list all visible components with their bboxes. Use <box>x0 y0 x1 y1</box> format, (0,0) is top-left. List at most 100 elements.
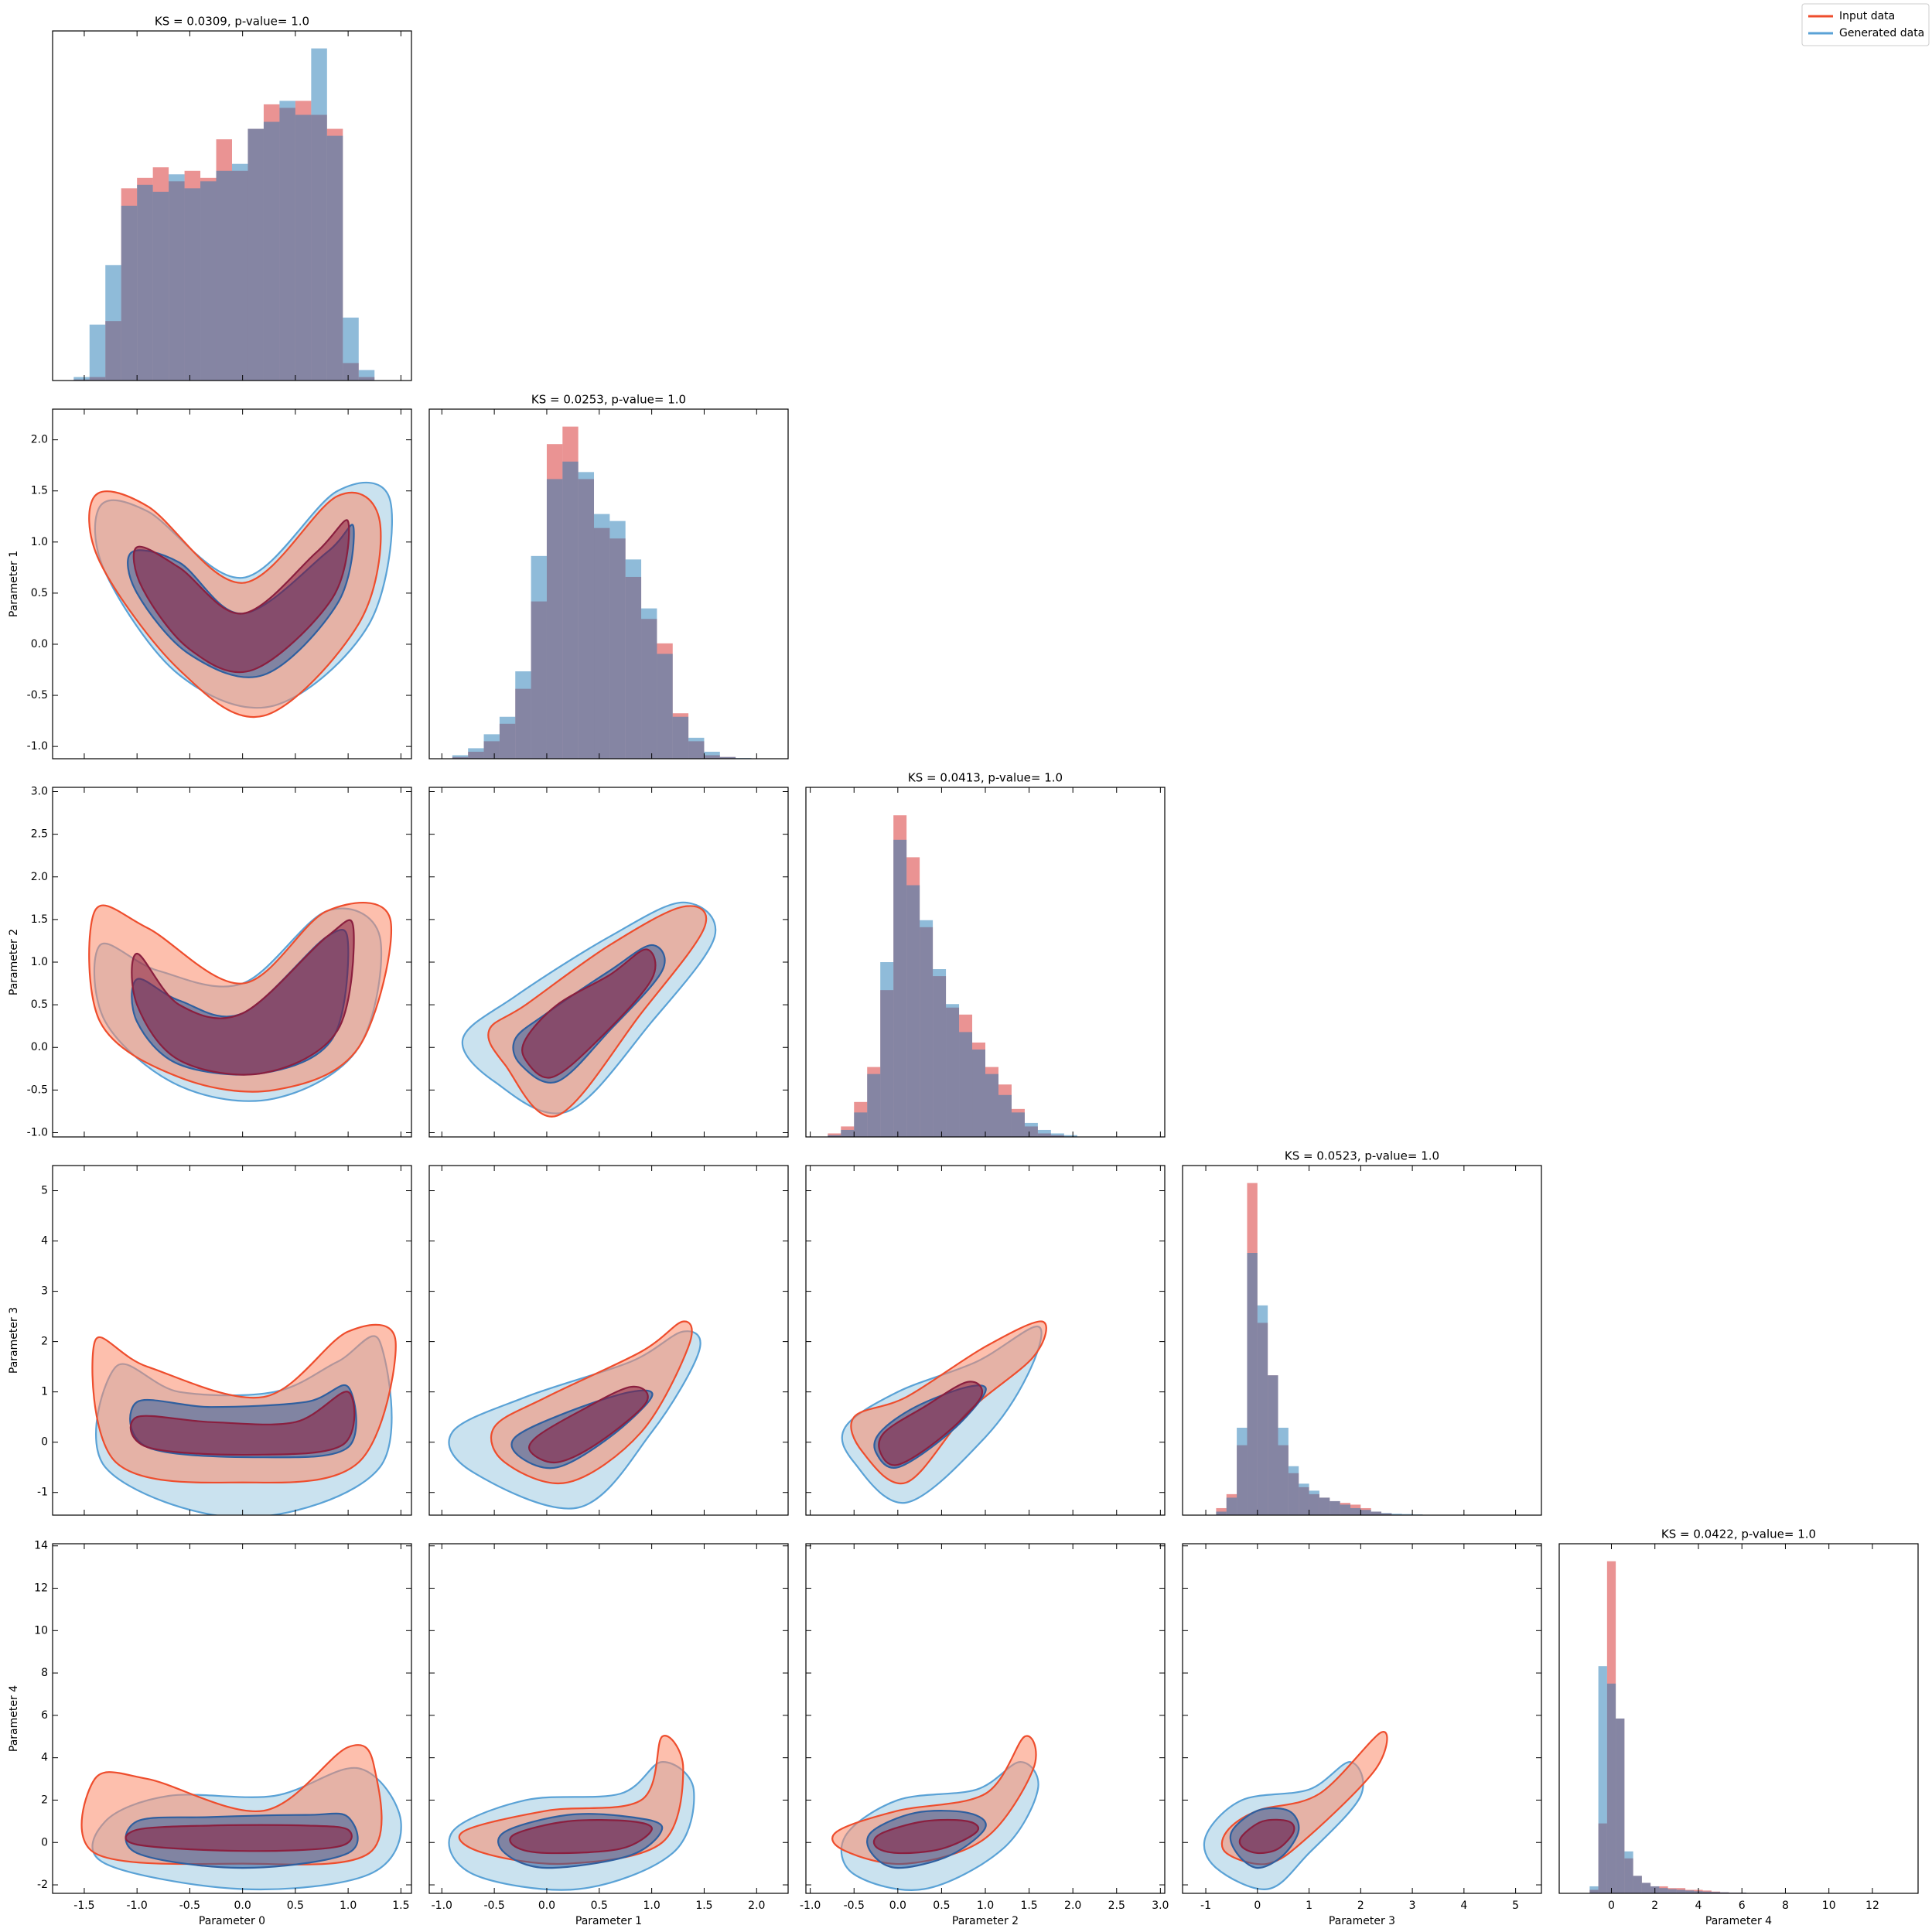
hist-bar <box>1401 1514 1413 1515</box>
y-axis-label: Parameter 2 <box>8 929 20 995</box>
y-tick-label: 2.0 <box>31 434 48 446</box>
x-tick-label: 4 <box>1460 1900 1467 1912</box>
x-axis-label: Parameter 2 <box>952 1915 1019 1927</box>
hist-bar <box>531 555 547 759</box>
hist-bar <box>73 377 90 381</box>
x-tick-label: 12 <box>1865 1900 1879 1912</box>
contour <box>88 490 382 719</box>
x-tick-label: -1.5 <box>73 1900 94 1912</box>
frame <box>1182 1165 1542 1516</box>
y-tick-label: 1.0 <box>31 956 48 968</box>
contour-panel: -1 0 1 2 3 4 5 Parameter 3 <box>8 1165 412 1516</box>
x-tick-label: 0 <box>1254 1900 1261 1912</box>
hist-bar <box>121 206 138 381</box>
y-tick-label: 10 <box>34 1624 48 1637</box>
y-tick-label: 4 <box>41 1235 48 1248</box>
y-tick-label: 3 <box>41 1285 48 1298</box>
x-tick-label: 2.5 <box>1108 1900 1125 1912</box>
legend-label: Generated data <box>1839 27 1924 39</box>
x-tick-label: 0.5 <box>287 1900 304 1912</box>
x-tick-label: 0.0 <box>889 1900 906 1912</box>
hist-title: KS = 0.0253, p-value= 1.0 <box>531 393 686 407</box>
plot-area <box>448 1735 695 1891</box>
histogram-panel: KS = 0.0523, p-value= 1.0 <box>1182 1149 1542 1516</box>
y-tick-label: -1 <box>37 1487 48 1499</box>
hist-bar <box>1024 1122 1038 1137</box>
hist-bar <box>468 748 484 759</box>
y-tick-label: 8 <box>41 1667 48 1679</box>
x-tick-label: 0.0 <box>234 1900 251 1912</box>
hist-bar <box>959 1032 973 1137</box>
y-tick-label: 0.5 <box>31 998 48 1011</box>
y-tick-label: 6 <box>41 1709 48 1722</box>
hist-bar <box>1616 1719 1625 1893</box>
hist-bar <box>263 121 280 381</box>
frame <box>52 408 412 759</box>
hist-bar <box>1037 1129 1051 1137</box>
x-tick-label: 1.0 <box>340 1900 357 1912</box>
hist-bar <box>920 920 934 1137</box>
contour-panel: -1.0 -0.5 0.0 0.5 1.0 1.5 2.0 2.5 3.0 Parameter 2 <box>8 786 412 1138</box>
plot-area <box>73 48 375 381</box>
x-tick-label: 1.5 <box>695 1900 712 1912</box>
x-tick-label: -0.5 <box>844 1900 865 1912</box>
x-tick-label: 2 <box>1357 1900 1364 1912</box>
x-tick-label: 4 <box>1695 1900 1702 1912</box>
hist-bar <box>828 1135 841 1137</box>
hist-bar <box>1659 1888 1668 1893</box>
hist-bar <box>1589 1886 1599 1893</box>
hist-bar <box>1330 1500 1340 1515</box>
contour-panel <box>428 787 789 1138</box>
hist-bar <box>594 514 610 759</box>
hist-bar <box>998 1094 1012 1137</box>
hist-bar <box>1063 1135 1077 1137</box>
frame <box>428 1165 789 1516</box>
x-tick-label: 8 <box>1782 1900 1789 1912</box>
hist-bar <box>499 716 516 759</box>
frame <box>52 1543 412 1894</box>
contour <box>527 1385 649 1464</box>
hist-bar <box>1370 1511 1382 1515</box>
x-tick-label: -1.0 <box>432 1900 452 1912</box>
hist-bar <box>609 521 626 759</box>
hist-bar <box>1309 1490 1319 1515</box>
hist-bar <box>515 671 531 759</box>
hist-title: KS = 0.0309, p-value= 1.0 <box>155 15 309 29</box>
y-tick-label: 2.0 <box>31 871 48 883</box>
y-tick-label: 2 <box>41 1794 48 1806</box>
plot-area <box>828 815 1077 1137</box>
plot-area <box>841 1320 1047 1504</box>
y-axis-label: Parameter 3 <box>8 1307 20 1374</box>
hist-title: KS = 0.0523, p-value= 1.0 <box>1285 1149 1439 1163</box>
hist-bar <box>1633 1876 1642 1893</box>
x-tick-label: 2 <box>1651 1900 1658 1912</box>
x-tick-label: 1 <box>1306 1900 1312 1912</box>
hist-bar <box>985 1074 998 1137</box>
hist-bar <box>1711 1892 1721 1893</box>
x-tick-label: 3 <box>1409 1900 1416 1912</box>
hist-bar <box>1606 1683 1616 1893</box>
hist-bar <box>169 174 185 381</box>
frame <box>428 1543 789 1894</box>
hist-bar <box>854 1112 868 1137</box>
x-axis-label: Parameter 1 <box>575 1915 642 1927</box>
contour-panel: -1 0 1 2 3 4 5 Parameter 3 <box>1182 1543 1542 1927</box>
hist-bar <box>1247 1253 1258 1515</box>
contour-panel <box>805 1165 1166 1516</box>
y-tick-label: 2 <box>41 1336 48 1348</box>
hist-bar <box>1237 1428 1248 1515</box>
hist-bar <box>1350 1507 1361 1515</box>
y-tick-label: 14 <box>34 1540 48 1552</box>
y-tick-label: -1.0 <box>27 1126 48 1138</box>
frame <box>1182 1543 1542 1894</box>
x-tick-label: 1.5 <box>1020 1900 1037 1912</box>
hist-bar <box>137 184 153 381</box>
x-axis-label: Parameter 3 <box>1329 1915 1395 1927</box>
contour <box>878 1381 983 1466</box>
y-tick-label: 0.0 <box>31 1041 48 1053</box>
hist-bar <box>1702 1891 1712 1893</box>
frame <box>1558 1543 1919 1894</box>
hist-bar <box>972 1050 985 1137</box>
contour <box>132 519 350 674</box>
hist-bar <box>483 734 500 759</box>
